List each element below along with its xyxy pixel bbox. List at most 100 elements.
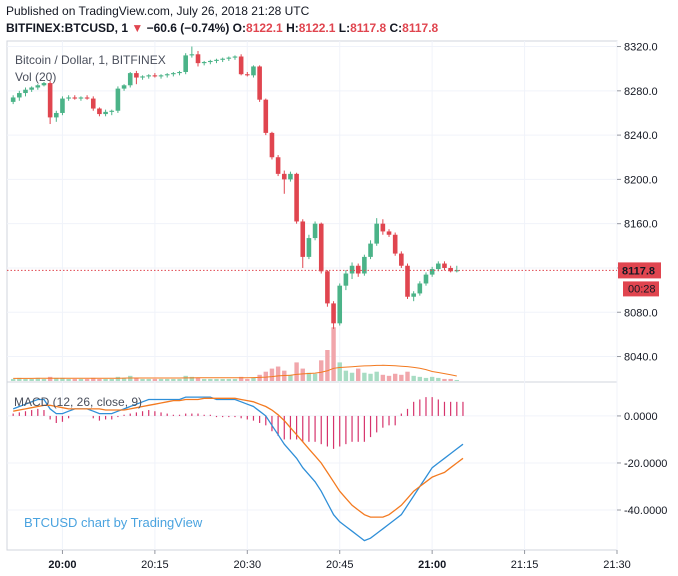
volume-bar	[214, 378, 219, 381]
volume-bar	[201, 378, 207, 381]
candle-body	[275, 157, 281, 174]
candle-body	[35, 85, 41, 88]
candle-body	[177, 72, 182, 74]
volume-bar	[54, 377, 59, 381]
candle-body	[300, 221, 306, 257]
volume-bar	[177, 378, 182, 381]
macd-tick-label: -40.0000	[624, 505, 667, 517]
candle-body	[84, 97, 90, 99]
volume-bar	[189, 376, 195, 381]
candle-body	[399, 253, 404, 266]
candle-body	[337, 285, 343, 324]
volume-bar	[195, 377, 201, 381]
candle-body	[263, 99, 269, 133]
x-tick-label: 20:15	[141, 559, 169, 571]
volume-bar	[436, 377, 441, 381]
close-value: 8117.8	[402, 21, 439, 35]
candle-body	[442, 263, 447, 268]
candle-body	[41, 83, 47, 86]
volume-bar	[232, 378, 238, 381]
volume-bar	[72, 378, 77, 381]
volume-bar	[47, 376, 53, 381]
candle-body	[72, 97, 78, 99]
candle-body	[349, 265, 355, 274]
candle-body	[17, 93, 22, 98]
price-tick-label: 8080.0	[624, 307, 658, 319]
volume-bar	[103, 378, 108, 381]
price-tick-label: 8240.0	[624, 130, 658, 142]
macd-pane	[12, 396, 464, 542]
countdown-label: 00:28	[628, 283, 656, 295]
high-value: 8122.1	[298, 21, 336, 35]
volume-bar	[29, 378, 34, 381]
candle-body	[195, 54, 201, 64]
volume-bar	[306, 372, 312, 381]
candle-body	[374, 223, 379, 244]
volume-bar	[158, 378, 164, 381]
low-label: L:	[338, 21, 351, 35]
volume-bar	[448, 378, 453, 381]
volume-bar	[349, 372, 355, 381]
candle-body	[66, 97, 71, 99]
volume-bar	[386, 375, 392, 381]
volume-bar	[423, 377, 429, 381]
volume-bar	[66, 378, 71, 381]
volume-legend: Vol (20)	[15, 70, 56, 84]
volume-bar	[84, 378, 90, 381]
volume-bar	[411, 375, 416, 381]
volume-bar	[343, 370, 349, 381]
volume-bar	[294, 362, 299, 381]
price-tick-label: 8200.0	[624, 174, 658, 186]
volume-bar	[288, 374, 293, 381]
volume-bar	[374, 371, 379, 381]
volume-bar	[454, 379, 459, 381]
candle-body	[47, 83, 53, 118]
macd-legend: MACD (12, 26, close, 9)	[14, 395, 142, 409]
candle-body	[134, 73, 139, 78]
volume-bar	[115, 376, 121, 381]
candle-body	[232, 56, 238, 58]
x-tick-label: 20:00	[48, 559, 76, 571]
change-down-icon: ▼	[131, 21, 144, 35]
candle-body	[115, 88, 121, 111]
volume-bar	[183, 375, 188, 381]
candle-body	[325, 271, 330, 304]
candle-body	[140, 76, 145, 78]
price-tick-label: 8320.0	[624, 42, 658, 54]
candle-body	[214, 59, 219, 61]
candle-body	[312, 223, 318, 239]
candle-body	[343, 273, 349, 286]
volume-bar	[392, 373, 398, 381]
candle-body	[331, 303, 336, 324]
candle-body	[281, 173, 287, 180]
volume-bar	[399, 374, 404, 381]
volume-bar	[257, 374, 262, 381]
candle-body	[318, 223, 324, 272]
candle-body	[189, 54, 195, 56]
volume-bar	[97, 378, 102, 381]
open-label: O:	[232, 21, 247, 35]
candle-body	[355, 265, 361, 274]
volume-bar	[325, 350, 330, 381]
candle-body	[362, 256, 367, 274]
last-price-label: 8117.8	[622, 265, 655, 277]
volume-bar	[380, 374, 386, 381]
candle-body	[417, 283, 423, 294]
volume-bar	[238, 376, 244, 381]
volume-bar	[429, 376, 435, 381]
volume-bar	[269, 368, 275, 381]
x-tick-label: 21:30	[603, 559, 631, 571]
volume-bar	[405, 371, 410, 381]
volume-bar	[331, 327, 336, 381]
close-label: C:	[389, 21, 403, 35]
macd-tick-label: -20.0000	[624, 458, 667, 470]
x-tick-label: 21:15	[511, 559, 539, 571]
candle-body	[109, 110, 115, 112]
candle-body	[158, 75, 164, 77]
volume-bar	[78, 378, 84, 381]
price-tick-label: 8160.0	[624, 219, 658, 231]
volume-bar	[312, 373, 318, 381]
volume-bar	[417, 376, 423, 381]
candle-body	[238, 56, 244, 75]
